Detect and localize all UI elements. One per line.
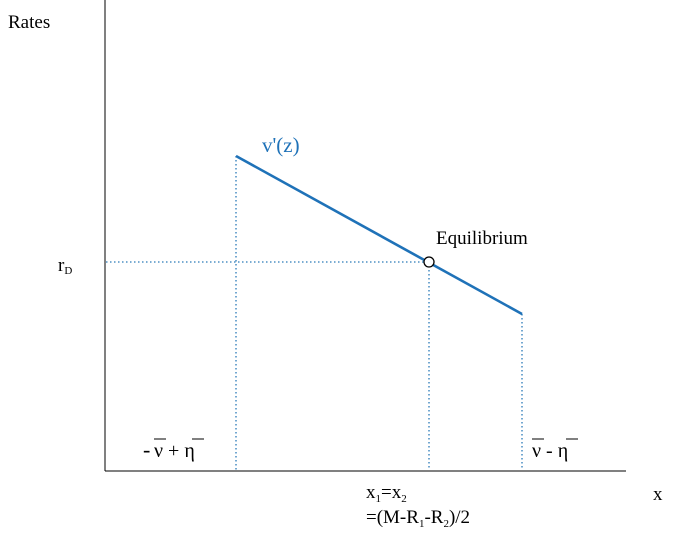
svg-text:-: - — [143, 437, 150, 462]
rate-label: rD — [58, 255, 72, 277]
svg-text:ν - η: ν - η — [532, 440, 568, 462]
y-axis-title: Rates — [8, 12, 50, 33]
marginal-curve-line — [235, 154, 523, 316]
x-axis-title: x — [653, 484, 663, 505]
nu-bar-left: ν + η — [154, 440, 195, 462]
equilibrium-x-label-line1: x1=x2 — [366, 482, 407, 505]
equilibrium-x-label-line2: =(M-R1-R2)/2 — [366, 507, 470, 530]
left-bound-label: - ν + η — [143, 437, 204, 462]
equilibrium-label: Equilibrium — [436, 228, 528, 249]
curve-label: v'(z) — [262, 133, 300, 157]
equilibrium-point — [423, 256, 435, 268]
right-bound-label: ν - η — [532, 438, 578, 462]
